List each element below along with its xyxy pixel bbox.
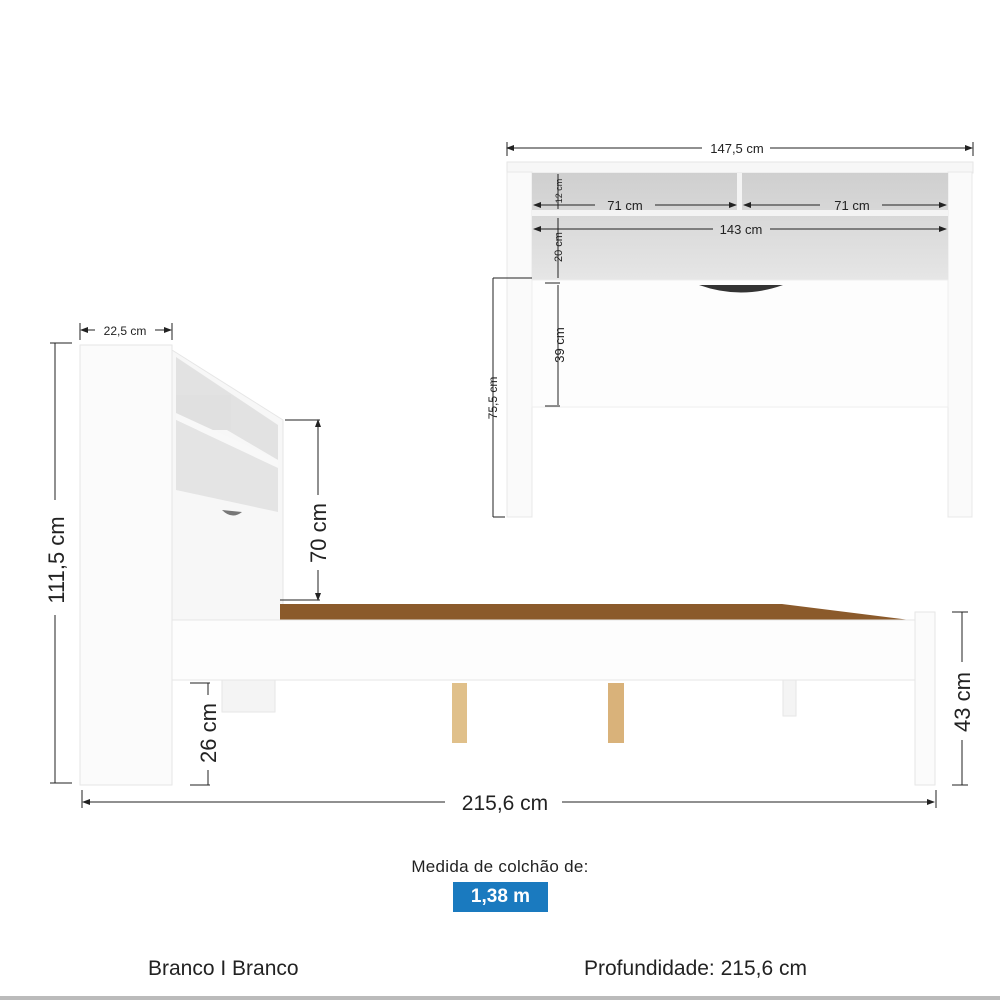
handle-icon <box>699 285 783 293</box>
front-dimension-labels: 147,5 cm 71 cm 71 cm 143 cm 12 cm 20 cm … <box>486 141 870 419</box>
dim-clearance: 26 cm <box>196 703 221 763</box>
mattress-size-badge: 1,38 m <box>453 882 548 912</box>
dim-front-height: 75,5 cm <box>486 377 500 420</box>
side-view-bed <box>79 344 936 786</box>
dim-niche-right: 71 cm <box>834 198 869 213</box>
dim-foot-height: 43 cm <box>950 672 975 732</box>
divider <box>0 996 1000 1000</box>
wooden-leg <box>608 683 624 743</box>
front-view-headboard <box>506 161 974 518</box>
dim-panel-height: 39 cm <box>552 327 567 362</box>
color-label: Branco I Branco <box>148 957 299 980</box>
dim-total-height: 111,5 cm <box>44 516 69 603</box>
dim-inner-width: 143 cm <box>720 222 763 237</box>
mattress-base <box>280 604 910 620</box>
handle-icon <box>222 510 242 516</box>
side-dimensions <box>50 323 968 808</box>
dim-front-width: 147,5 cm <box>710 141 763 156</box>
dim-niche-left: 71 cm <box>607 198 642 213</box>
side-dimension-labels: 22,5 cm 111,5 cm 70 cm 26 cm 43 cm 215,6… <box>44 324 975 815</box>
dim-headboard-above-base: 70 cm <box>306 503 331 563</box>
depth-label: Profundidade: 215,6 cm <box>584 957 807 980</box>
dim-headboard-depth: 22,5 cm <box>104 324 147 338</box>
dim-total-length: 215,6 cm <box>462 792 548 815</box>
dim-shelf-height: 20 cm <box>553 232 565 262</box>
dim-niche-height: 12 cm <box>554 179 564 204</box>
wooden-leg <box>452 683 467 743</box>
front-dimensions <box>492 142 974 518</box>
mattress-size-label: Medida de colchão de: <box>411 857 589 876</box>
